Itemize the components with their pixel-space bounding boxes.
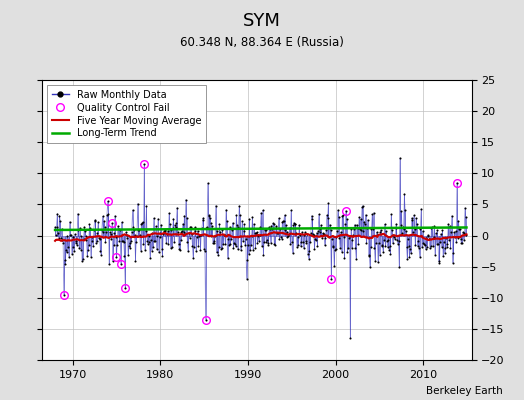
Text: 60.348 N, 88.364 E (Russia): 60.348 N, 88.364 E (Russia) — [180, 36, 344, 49]
Legend: Raw Monthly Data, Quality Control Fail, Five Year Moving Average, Long-Term Tren: Raw Monthly Data, Quality Control Fail, … — [47, 85, 206, 143]
Text: Berkeley Earth: Berkeley Earth — [427, 386, 503, 396]
Text: SYM: SYM — [243, 12, 281, 30]
